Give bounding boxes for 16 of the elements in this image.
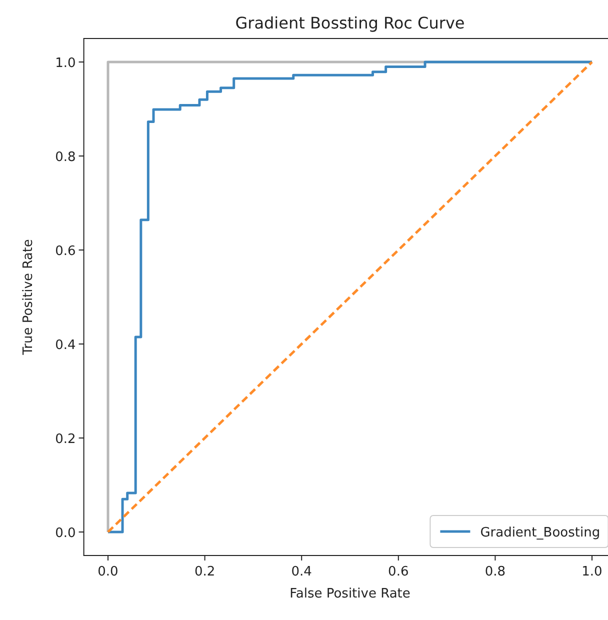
x-tick-label: 0.6 xyxy=(388,564,409,580)
chart-title: Gradient Bossting Roc Curve xyxy=(235,14,465,32)
y-tick-label: 0.4 xyxy=(55,338,76,353)
y-axis-title: True Positive Rate xyxy=(20,239,36,356)
y-tick-label: 0.8 xyxy=(55,150,76,165)
x-axis-title: False Positive Rate xyxy=(290,586,410,602)
x-tick-label: 0.4 xyxy=(291,564,312,580)
x-tick-label: 0.8 xyxy=(484,564,506,580)
x-tick-label: 0.0 xyxy=(98,564,118,580)
y-tick-label: 0.0 xyxy=(55,526,76,541)
x-tick-label: 1.0 xyxy=(582,564,602,580)
y-tick-label: 0.6 xyxy=(55,244,76,259)
x-tick-label: 0.2 xyxy=(194,564,216,580)
y-tick-label: 1.0 xyxy=(55,56,76,71)
y-tick-label: 0.2 xyxy=(55,432,76,447)
legend-label: Gradient_Boosting xyxy=(480,526,600,540)
